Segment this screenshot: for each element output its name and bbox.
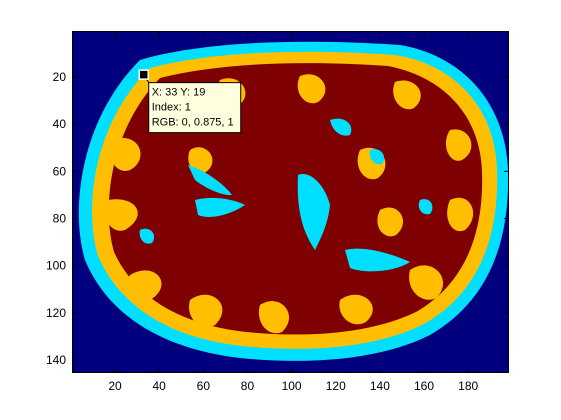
y-tick-label: 140: [46, 353, 66, 367]
x-tick-label: 40: [152, 379, 166, 393]
ventricles: [139, 118, 433, 272]
datatip-coordinates: X: 33 Y: 19: [152, 87, 206, 99]
datatip-marker[interactable]: [138, 69, 149, 80]
y-axis-ticks: 20 40 60 80 100 120 140: [46, 70, 509, 367]
datatip-index: Index: 1: [152, 102, 191, 114]
y-tick-label: 100: [46, 259, 66, 273]
y-tick-label: 80: [53, 212, 67, 226]
y-tick-label: 40: [53, 117, 67, 131]
x-tick-label: 60: [197, 379, 211, 393]
datatip[interactable]: X: 33 Y: 19 Index: 1 RGB: 0, 0.875, 1: [138, 69, 242, 134]
x-tick-label: 100: [282, 379, 302, 393]
x-tick-label: 160: [414, 379, 434, 393]
y-tick-label: 20: [53, 70, 67, 84]
datatip-box: [148, 82, 242, 134]
x-tick-label: 80: [241, 379, 255, 393]
y-tick-label: 60: [53, 164, 67, 178]
x-axis-ticks: 20 40 60 80 100 120 140 160 180: [108, 31, 479, 393]
x-tick-label: 20: [108, 379, 122, 393]
y-tick-label: 120: [46, 306, 66, 320]
x-tick-label: 140: [370, 379, 390, 393]
datatip-rgb: RGB: 0, 0.875, 1: [152, 117, 234, 129]
plot-area[interactable]: [72, 31, 509, 373]
x-tick-label: 180: [458, 379, 478, 393]
x-tick-label: 120: [326, 379, 346, 393]
axes-frame: [72, 31, 509, 373]
